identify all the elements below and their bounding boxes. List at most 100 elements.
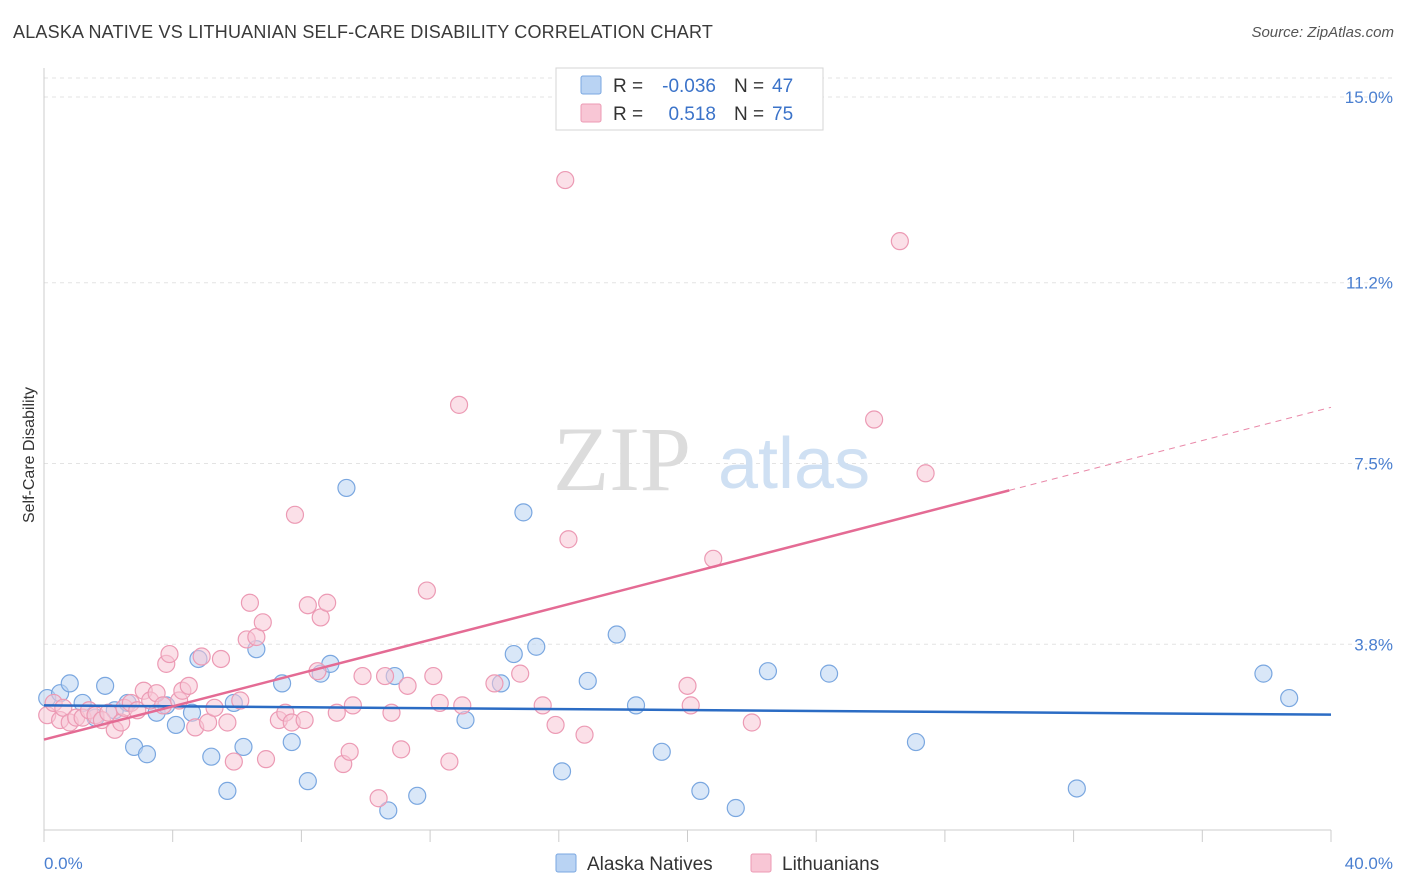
legend-r-value-pink: 0.518: [668, 104, 716, 125]
point-lithuanians: [256, 750, 276, 769]
legend-n-value-pink: 75: [772, 104, 793, 125]
point-lithuanians: [890, 232, 909, 251]
point-lithuanians: [179, 676, 198, 695]
point-alaska-natives: [652, 742, 671, 761]
point-lithuanians: [533, 696, 552, 715]
point-lithuanians: [511, 664, 530, 683]
point-alaska-natives: [60, 674, 79, 693]
point-alaska-natives: [527, 637, 546, 656]
point-alaska-natives: [578, 671, 597, 691]
point-lithuanians: [160, 644, 179, 664]
point-lithuanians: [340, 742, 359, 761]
point-lithuanians: [556, 170, 575, 190]
point-lithuanians: [424, 666, 443, 686]
point-lithuanians: [485, 674, 504, 693]
watermark-zip: ZIP: [553, 408, 691, 510]
chart-source: Source: ZipAtlas.com: [1251, 24, 1394, 41]
bottom-legend-label-lithuanians: Lithuanians: [782, 854, 879, 875]
point-lithuanians: [112, 713, 131, 732]
x-tick-label-min: 0.0%: [44, 854, 83, 873]
trend-line-lithuanians-extension: [1009, 406, 1332, 491]
point-lithuanians: [742, 713, 761, 732]
point-lithuanians: [369, 789, 388, 808]
point-alaska-natives: [137, 745, 157, 764]
point-alaska-natives: [906, 732, 926, 752]
watermark-atlas: atlas: [718, 424, 870, 504]
watermark: ZIP atlas: [553, 408, 870, 510]
x-axis-ticks: [43, 830, 1332, 842]
point-lithuanians: [546, 715, 565, 735]
point-alaska-natives: [298, 772, 317, 791]
point-alaska-natives: [1280, 688, 1299, 708]
bottom-legend: Alaska Natives Lithuanians: [555, 853, 879, 875]
point-lithuanians: [392, 740, 411, 759]
point-alaska-natives: [514, 503, 533, 522]
point-alaska-natives: [1067, 779, 1086, 798]
point-alaska-natives: [234, 737, 253, 757]
point-lithuanians: [192, 647, 211, 666]
legend-r-label-pink: R =: [613, 104, 643, 125]
point-lithuanians: [285, 505, 305, 524]
point-alaska-natives: [379, 801, 398, 820]
point-alaska-natives: [504, 644, 523, 664]
point-lithuanians: [440, 752, 459, 771]
point-alaska-natives: [166, 715, 186, 735]
point-lithuanians: [575, 725, 594, 744]
bottom-legend-swatch-blue: [555, 853, 577, 873]
point-alaska-natives: [726, 798, 745, 818]
legend-n-label-pink: N =: [734, 104, 764, 125]
point-alaska-natives: [456, 710, 475, 730]
point-alaska-natives: [218, 781, 237, 801]
point-alaska-natives: [337, 478, 356, 498]
legend-swatch-pink: [580, 103, 602, 123]
trend-lines: [43, 406, 1332, 741]
bottom-legend-swatch-pink: [750, 853, 772, 873]
chart-title: ALASKA NATIVE VS LITHUANIAN SELF-CARE DI…: [13, 22, 714, 42]
point-alaska-natives: [819, 664, 839, 683]
point-lithuanians: [417, 581, 436, 600]
point-lithuanians: [375, 666, 395, 686]
x-tick-label-max: 40.0%: [1345, 854, 1393, 873]
legend-n-label-blue: N =: [734, 76, 764, 97]
trend-line-lithuanians: [43, 489, 1010, 741]
point-lithuanians: [211, 649, 231, 669]
point-lithuanians: [224, 752, 243, 771]
point-lithuanians: [295, 710, 314, 730]
y-axis-tick-labels: 3.8% 7.5% 11.2% 15.0%: [1345, 88, 1393, 654]
point-alaska-natives: [408, 786, 427, 805]
point-alaska-natives: [282, 732, 301, 752]
point-lithuanians: [240, 593, 260, 612]
point-alaska-natives: [96, 676, 115, 695]
trend-line-alaska-natives: [43, 704, 1332, 716]
point-alaska-natives: [758, 662, 778, 681]
point-lithuanians: [231, 691, 250, 710]
legend-box: R = -0.036 N = 47 R = 0.518 N = 75: [555, 67, 824, 131]
point-lithuanians: [353, 666, 372, 686]
point-alaska-natives: [552, 762, 572, 781]
point-alaska-natives: [691, 781, 710, 801]
legend-n-value-blue: 47: [772, 76, 793, 97]
y-tick-label: 11.2%: [1346, 274, 1393, 293]
y-tick-label: 15.0%: [1345, 88, 1393, 107]
point-lithuanians: [318, 593, 337, 612]
y-tick-label: 3.8%: [1354, 635, 1393, 654]
y-axis-title: Self-Care Disability: [21, 387, 38, 523]
legend-r-label-blue: R =: [613, 76, 643, 97]
point-lithuanians: [559, 530, 578, 549]
point-alaska-natives: [202, 747, 221, 766]
y-tick-label: 7.5%: [1354, 455, 1393, 474]
point-lithuanians: [343, 696, 362, 715]
legend-r-value-blue: -0.036: [662, 76, 716, 97]
point-lithuanians: [453, 696, 472, 715]
point-alaska-natives: [607, 625, 626, 644]
point-lithuanians: [218, 713, 237, 732]
bottom-legend-label-alaska-natives: Alaska Natives: [587, 854, 713, 875]
point-lithuanians: [449, 395, 469, 414]
point-lithuanians: [253, 613, 272, 632]
point-lithuanians: [678, 676, 697, 695]
point-alaska-natives: [626, 696, 646, 715]
point-alaska-natives: [1254, 664, 1273, 683]
point-lithuanians: [916, 464, 935, 483]
legend-swatch-blue: [580, 75, 602, 95]
